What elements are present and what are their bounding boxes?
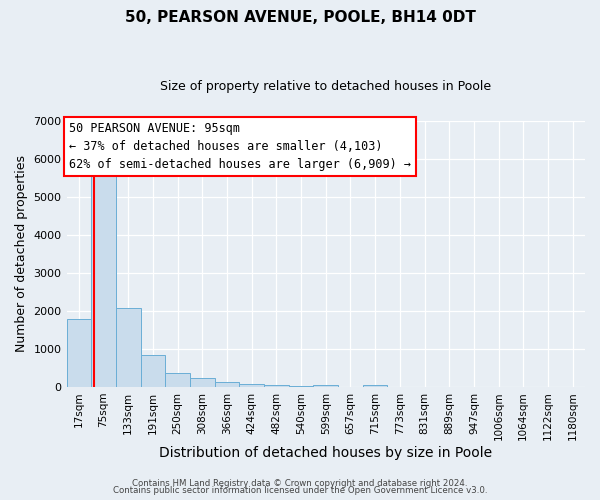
Bar <box>264 386 289 387</box>
Text: Contains HM Land Registry data © Crown copyright and database right 2024.: Contains HM Land Registry data © Crown c… <box>132 478 468 488</box>
Bar <box>91 168 116 387</box>
Bar <box>67 319 91 387</box>
Bar <box>140 355 165 387</box>
Y-axis label: Number of detached properties: Number of detached properties <box>15 155 28 352</box>
Bar <box>116 308 140 387</box>
Bar <box>363 386 388 387</box>
Text: 50 PEARSON AVENUE: 95sqm
← 37% of detached houses are smaller (4,103)
62% of sem: 50 PEARSON AVENUE: 95sqm ← 37% of detach… <box>69 122 411 171</box>
Title: Size of property relative to detached houses in Poole: Size of property relative to detached ho… <box>160 80 491 93</box>
Bar <box>313 385 338 387</box>
Text: 50, PEARSON AVENUE, POOLE, BH14 0DT: 50, PEARSON AVENUE, POOLE, BH14 0DT <box>125 10 475 25</box>
Bar <box>215 382 239 387</box>
X-axis label: Distribution of detached houses by size in Poole: Distribution of detached houses by size … <box>159 446 493 460</box>
Bar <box>239 384 264 387</box>
Bar <box>190 378 215 387</box>
Bar <box>165 373 190 387</box>
Text: Contains public sector information licensed under the Open Government Licence v3: Contains public sector information licen… <box>113 486 487 495</box>
Bar <box>289 386 313 387</box>
